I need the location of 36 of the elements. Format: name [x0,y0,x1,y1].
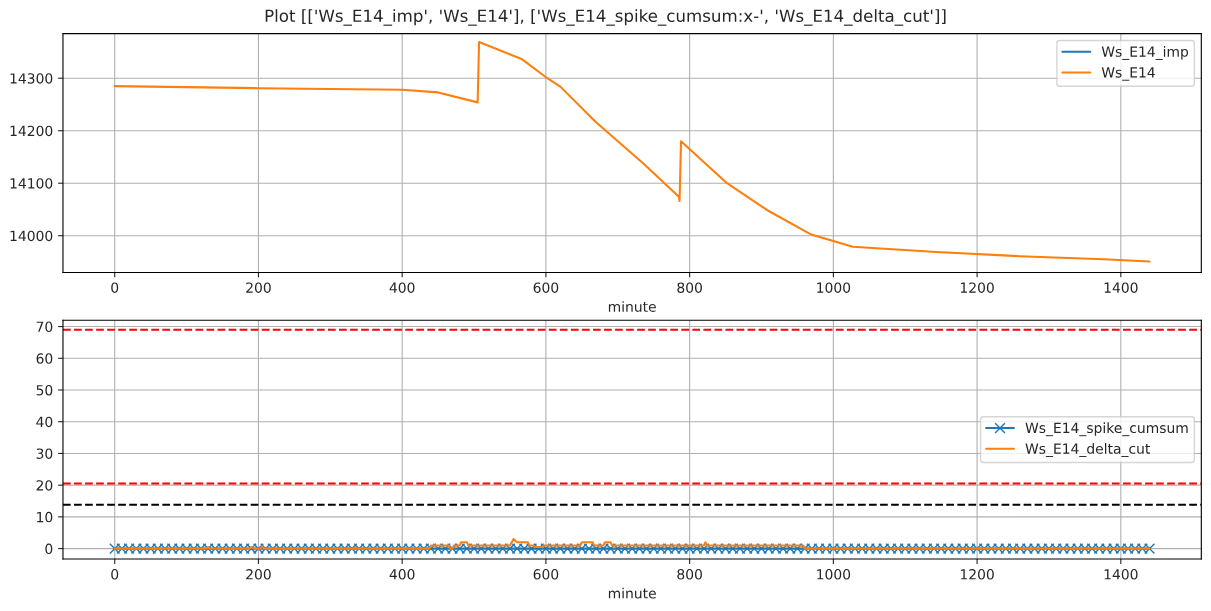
x-tick-label: 800 [677,282,702,293]
x-tick-label: 400 [389,569,415,580]
y-tick-label: 14300 [10,73,53,84]
y-tick-label: 20 [36,480,53,491]
line-series [113,538,1151,550]
chart-title: Plot [['Ws_E14_imp', 'Ws_E14'], ['Ws_E14_spike_cumsum:x-', 'Ws_E14_delta_cut']] [265,9,946,26]
y-tick-label: 0 [45,543,53,555]
x-tick-label: 0 [111,569,119,580]
x-axis-title: minute [608,301,656,312]
x-tick-label: 200 [246,569,271,580]
legend-label: Ws_E14_spike_cumsum [1025,422,1188,437]
x-tick-label: 400 [389,282,415,293]
x-tick-label: 1400 [1104,282,1138,293]
legend-label: Ws_E14_delta_cut [1025,443,1151,457]
y-tick-label: 10 [37,511,53,523]
x-tick-label: 600 [533,569,559,580]
legend-label: Ws_E14 [1101,67,1155,81]
x-tick-label: 600 [533,282,559,293]
legend-label: Ws_E14_imp [1101,46,1189,60]
x-tick-label: 1400 [1104,569,1138,580]
y-tick-label: 14100 [10,178,53,189]
x-tick-label: 1200 [960,569,994,580]
x-tick-label: 800 [677,569,702,580]
y-tick-label: 14200 [10,125,53,137]
x-axis-title: minute [608,587,656,599]
y-tick-label: 50 [36,384,53,396]
y-tick-label: 60 [36,353,53,364]
x-tick-label: 1000 [817,569,851,580]
y-tick-label: 40 [36,416,53,428]
y-tick-label: 70 [36,321,53,333]
x-tick-label: 1000 [817,282,851,293]
x-tick-label: 0 [111,282,119,293]
x-tick-label: 1200 [960,282,994,293]
y-tick-label: 30 [36,448,53,459]
y-tick-label: 14000 [10,230,53,242]
x-tick-label: 200 [246,282,271,293]
